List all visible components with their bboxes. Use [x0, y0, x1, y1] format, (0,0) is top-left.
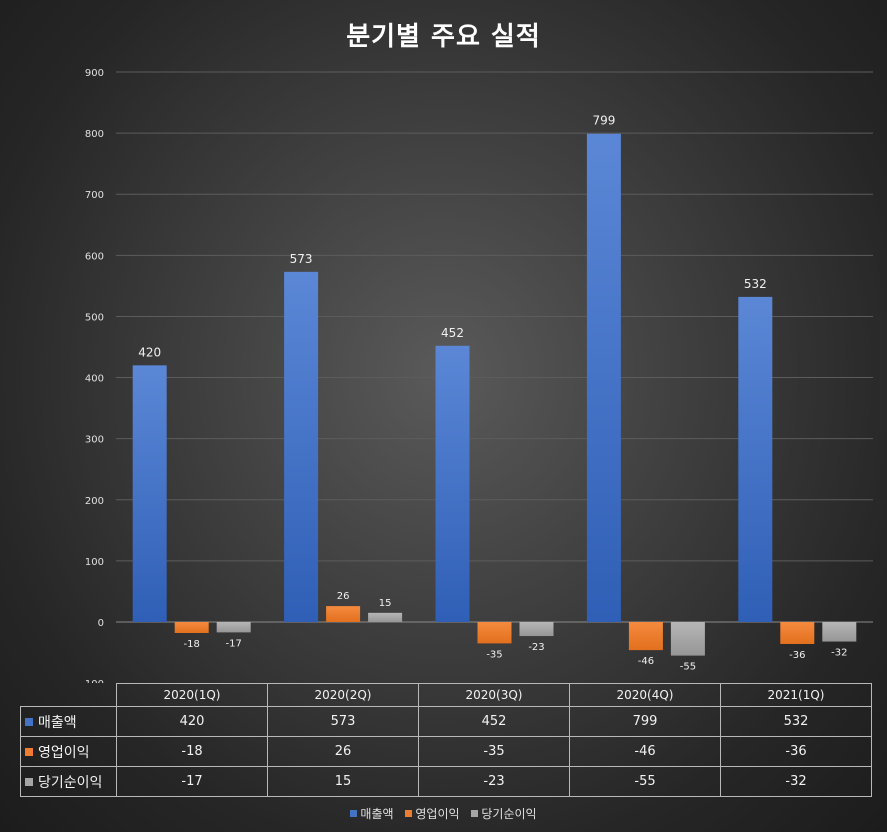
legend-swatch [471, 810, 479, 817]
data-table-category: 2020(3Q) [418, 683, 570, 707]
legend-swatch [405, 810, 413, 817]
data-label: -35 [486, 649, 502, 660]
gridlines [116, 71, 873, 623]
legend-label: 당기순이익 [481, 807, 537, 821]
legend-swatch [25, 747, 33, 756]
series-name: 매출액 [38, 714, 77, 731]
y-tick-label: 300 [85, 435, 104, 446]
bar [780, 622, 815, 644]
bar [284, 271, 319, 622]
bar [174, 622, 209, 633]
data-table-cell: 15 [267, 766, 419, 797]
y-tick-label: 600 [85, 251, 104, 262]
data-table-category: 2020(4Q) [569, 683, 721, 707]
y-tick-label: -100 [81, 679, 104, 683]
data-label: 799 [592, 114, 615, 128]
data-table-cell: -35 [418, 736, 570, 767]
data-label: -23 [528, 642, 544, 653]
data-table-row: 매출액 420 573 452 799 532 [20, 706, 872, 737]
data-table-cell: -32 [720, 766, 872, 797]
plot-area: -1000100200300400500600700800900 4205734… [81, 68, 873, 683]
bar [628, 622, 663, 651]
data-table-cell: -17 [116, 766, 268, 797]
data-table-cell: 420 [116, 706, 268, 737]
data-label: -32 [831, 648, 847, 659]
data-label: 532 [744, 277, 767, 291]
data-table-cell: 26 [267, 736, 419, 767]
legend: 매출액 영업이익 당기순이익 [0, 805, 887, 822]
data-label: -55 [680, 662, 696, 673]
chart-title: 분기별 주요 실적 [346, 22, 541, 52]
data-table-cell: 799 [569, 706, 721, 737]
data-table-category: 2020(2Q) [267, 683, 419, 707]
data-label: 15 [379, 598, 392, 609]
data-table-series-label: 영업이익 [20, 736, 117, 767]
data-label: 452 [441, 326, 464, 340]
data-label: -46 [638, 656, 654, 667]
data-table-series-label: 당기순이익 [20, 766, 117, 797]
data-table-cell: 532 [720, 706, 872, 737]
bar [586, 133, 621, 623]
data-table-cell: -36 [720, 736, 872, 767]
data-table-category: 2021(1Q) [720, 683, 872, 707]
bars [132, 133, 857, 656]
series-name: 당기순이익 [38, 774, 103, 791]
legend-swatch [25, 777, 33, 786]
bar [435, 345, 470, 622]
bar [216, 622, 251, 633]
data-labels: 420 573 452 799 532 -18 26 -35 -46 -36 -17 15 -23 -55… [138, 114, 847, 673]
legend-swatch [25, 717, 33, 726]
bar [368, 612, 403, 622]
legend-item: 당기순이익 [471, 805, 537, 822]
y-tick-label: 0 [98, 618, 104, 629]
data-table-cell: 452 [418, 706, 570, 737]
y-tick-label: 900 [85, 68, 104, 79]
bar [132, 365, 167, 622]
data-table-cell: 573 [267, 706, 419, 737]
data-table-category: 2020(1Q) [116, 683, 268, 707]
y-tick-label: 800 [85, 129, 104, 140]
data-label: 26 [337, 591, 350, 602]
data-label: -18 [184, 639, 200, 650]
series-name: 영업이익 [38, 744, 90, 761]
legend-item: 영업이익 [405, 805, 460, 822]
bar [738, 296, 773, 622]
y-tick-label: 700 [85, 190, 104, 201]
data-table-corner [20, 683, 117, 707]
data-table-row: 당기순이익 -17 15 -23 -55 -32 [20, 766, 872, 797]
data-table-cell: -23 [418, 766, 570, 797]
data-table-cell: -55 [569, 766, 721, 797]
legend-label: 영업이익 [415, 807, 460, 821]
y-axis-ticks: -100 0 100 200 300 400 500 600 700 800 900 [81, 68, 104, 683]
data-label: -36 [789, 650, 805, 661]
y-tick-label: 200 [85, 496, 104, 507]
data-label: 573 [290, 252, 313, 266]
legend-label: 매출액 [360, 807, 394, 821]
data-table-cell: -46 [569, 736, 721, 767]
bar [519, 622, 554, 637]
data-table-cell: -18 [116, 736, 268, 767]
data-table: 2020(1Q) 2020(2Q) 2020(3Q) 2020(4Q) 2021… [20, 683, 872, 797]
data-table-series-label: 매출액 [20, 706, 117, 737]
legend-item: 매출액 [350, 805, 394, 822]
data-label: 420 [138, 345, 161, 359]
data-label: -17 [226, 638, 242, 649]
bar [822, 622, 857, 642]
bar [477, 622, 512, 644]
legend-swatch [350, 810, 358, 817]
y-tick-label: 100 [85, 557, 104, 568]
bar [670, 622, 705, 656]
bar [326, 606, 361, 622]
data-table-row: 영업이익 -18 26 -35 -46 -36 [20, 736, 872, 767]
y-tick-label: 400 [85, 374, 104, 385]
y-tick-label: 500 [85, 312, 104, 323]
data-table-header-row: 2020(1Q) 2020(2Q) 2020(3Q) 2020(4Q) 2021… [20, 683, 872, 707]
